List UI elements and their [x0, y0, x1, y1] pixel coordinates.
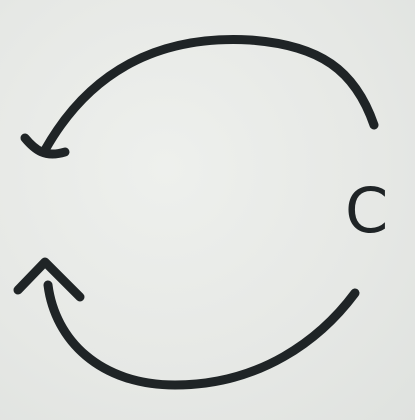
- top-arrowhead: [20, 133, 70, 159]
- letter-label: C: [345, 174, 388, 247]
- bottom-arc: [43, 280, 360, 390]
- bottom-arrowhead: [13, 257, 85, 302]
- top-arc: [40, 35, 379, 155]
